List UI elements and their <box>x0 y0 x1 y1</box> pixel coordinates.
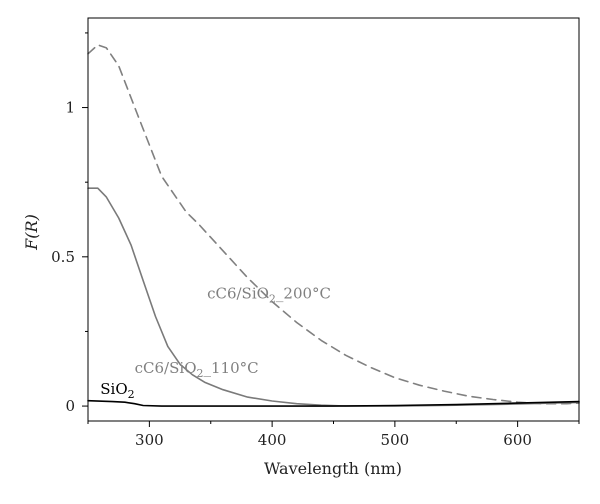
ticks: 300 400 500 600 0 0.5 1 <box>51 32 580 449</box>
series-label-200c: cC6/SiO2_200°C <box>207 285 331 306</box>
y-tick-label: 1 <box>65 99 75 117</box>
plot-area <box>87 44 580 407</box>
series-line-sio2 <box>87 399 580 407</box>
y-axis-title: F(R) <box>22 214 41 251</box>
series-label-110c: cC6/SiO2_110°C <box>135 359 259 380</box>
y-tick-label: 0 <box>65 397 75 415</box>
x-tick-label: 300 <box>135 431 164 449</box>
x-tick-label: 600 <box>503 431 532 449</box>
series-label-sio2: SiO2 <box>100 380 134 401</box>
series-line-200c <box>87 44 580 405</box>
x-tick-label: 500 <box>381 431 410 449</box>
x-tick-label: 400 <box>258 431 287 449</box>
y-tick-label: 0.5 <box>51 248 75 266</box>
x-axis-title: Wavelength (nm) <box>264 459 402 478</box>
